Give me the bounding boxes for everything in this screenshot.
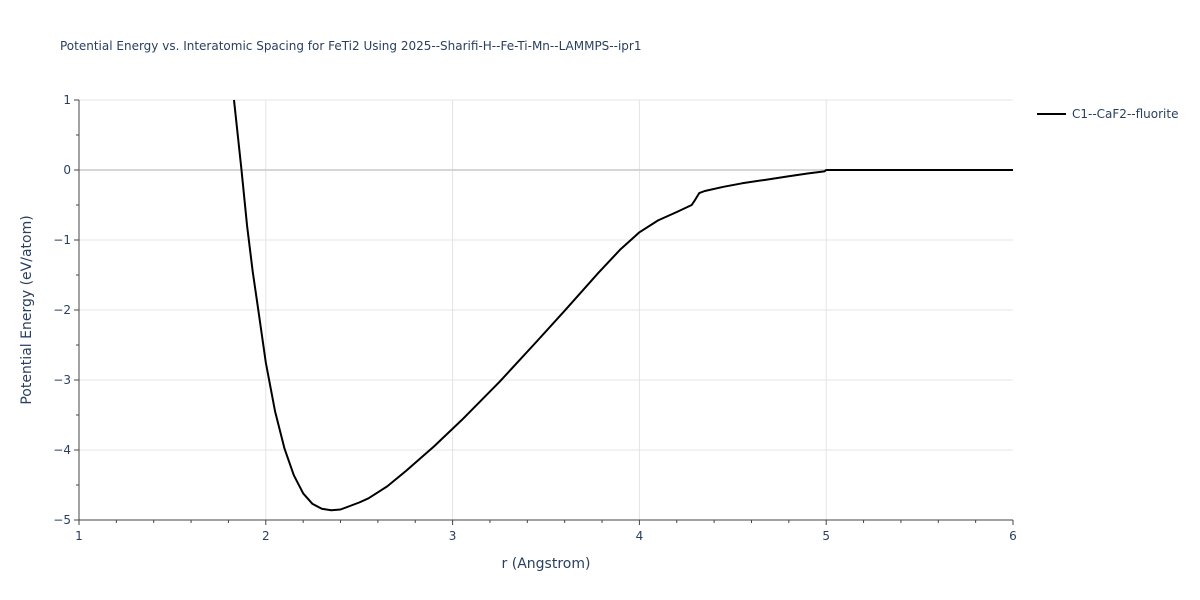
x-tick-label: 3 [449,529,457,543]
y-tick-label: −1 [53,233,71,247]
y-tick-label: −5 [53,513,71,527]
x-tick-label: 2 [262,529,270,543]
grid [79,99,1013,520]
chart-title: Potential Energy vs. Interatomic Spacing… [60,39,641,53]
x-axis-title: r (Angstrom) [502,556,591,572]
x-tick-label: 1 [75,529,83,543]
axes: 1 2 3 4 5 6 1 0 −1 −2 −3 −4 −5 [53,93,1017,543]
y-tick-label: −2 [53,303,71,317]
y-tick-label: −4 [53,443,71,457]
x-tick-label: 4 [636,529,644,543]
y-axis-title: Potential Energy (eV/atom) [19,215,35,404]
y-tick-label: 0 [63,163,71,177]
series-line[interactable] [233,99,1013,512]
y-tick-label: −3 [53,373,71,387]
plot-area [233,99,1013,512]
legend[interactable]: C1--CaF2--fluorite [1037,107,1178,121]
y-tick-label: 1 [63,93,71,107]
legend-label: C1--CaF2--fluorite [1072,107,1178,121]
x-tick-label: 5 [822,529,830,543]
x-tick-label: 6 [1009,529,1017,543]
